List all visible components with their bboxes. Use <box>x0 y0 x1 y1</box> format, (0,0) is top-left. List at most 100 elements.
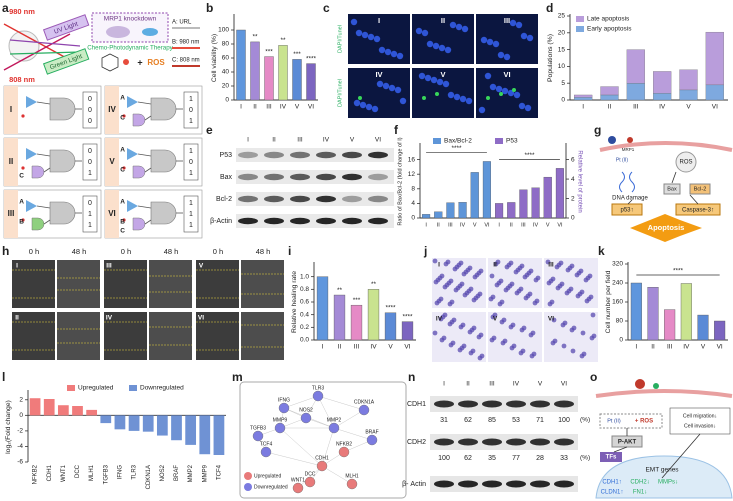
bar <box>482 161 491 219</box>
wire <box>144 167 152 173</box>
scratch-image <box>149 260 192 308</box>
stained-cell <box>508 260 514 266</box>
nucleus <box>361 31 369 39</box>
bar <box>630 282 642 341</box>
nucleus <box>449 21 457 29</box>
micrograph <box>348 68 410 118</box>
nucleus <box>353 99 361 107</box>
lane-label: III <box>489 381 495 388</box>
bar <box>128 415 140 431</box>
legend-label: Early apoptosis <box>587 26 632 33</box>
nucleus <box>365 103 373 111</box>
network-node <box>292 482 304 494</box>
tick-label: 20 <box>558 30 566 37</box>
network-edge <box>265 451 323 467</box>
stained-cell <box>451 317 457 323</box>
network-node <box>346 478 358 490</box>
blot-band <box>530 480 550 488</box>
wire <box>36 101 51 105</box>
significance: **** <box>402 313 413 320</box>
legend-swatch <box>433 138 441 144</box>
laser-beam <box>9 51 81 55</box>
stained-cell <box>511 343 517 349</box>
bar-segment <box>679 89 698 101</box>
x-tick-label: VI <box>712 104 718 111</box>
protein-label: Bax <box>220 174 233 181</box>
legend-label: Upregulated <box>254 473 281 479</box>
tick-label: 60 <box>222 55 230 62</box>
stained-cell <box>561 343 567 349</box>
input-dot <box>122 166 126 170</box>
gate-input: C <box>120 115 125 122</box>
tick-label: 0.0 <box>300 337 309 344</box>
gate-output: 1 <box>189 211 193 218</box>
apoptosis-label: Apoptosis <box>648 223 685 232</box>
drug-box <box>599 413 663 429</box>
drug-particle <box>653 383 659 389</box>
blot-band <box>290 217 310 225</box>
input-triangle <box>127 96 138 108</box>
blot-band <box>458 438 478 446</box>
nucleus <box>518 102 526 110</box>
output-box <box>183 91 199 129</box>
tick-label: 4 <box>411 200 415 207</box>
bar <box>57 405 69 416</box>
input-dot <box>21 114 25 118</box>
stained-cell <box>527 291 533 297</box>
x-tick-label: V <box>295 104 300 111</box>
group-label: II <box>15 315 19 322</box>
bar-segment <box>705 31 724 86</box>
nucleus <box>455 23 463 31</box>
output-box <box>82 91 98 129</box>
bar <box>664 309 676 341</box>
nucleus <box>484 72 492 80</box>
input-triangle <box>127 200 138 212</box>
nucleus <box>495 85 503 93</box>
blot-band <box>530 438 550 446</box>
panel-letter: d <box>546 1 553 15</box>
x-tick-label: VI <box>308 104 314 111</box>
cell-membrane <box>599 141 733 152</box>
x-tick-label: VI <box>484 222 490 228</box>
panel-letter: e <box>206 123 213 137</box>
y-axis-label: Cell viability (%) <box>211 34 218 82</box>
tick-label: 0 <box>19 412 23 419</box>
logic-gate <box>31 165 45 179</box>
knockdown-box <box>91 12 169 43</box>
x-tick-label: V <box>388 344 393 351</box>
output-box <box>183 143 199 181</box>
x-tick-label: V <box>686 104 691 111</box>
pt-label: Pt (II) <box>616 157 629 163</box>
bar <box>213 415 225 455</box>
node-label: CDH1 <box>315 455 329 461</box>
stained-cell <box>528 268 534 274</box>
ros-bubble <box>675 151 697 173</box>
group-label: I <box>378 16 380 25</box>
x-tick-label: III <box>448 222 453 228</box>
bar <box>86 409 98 416</box>
legend-label: Downregulated <box>140 385 184 392</box>
ros-label: ROS <box>147 58 165 67</box>
input-dot <box>21 166 25 170</box>
network-node <box>278 402 290 414</box>
input-dot <box>21 218 25 222</box>
group-label: VI <box>503 70 510 79</box>
bar <box>495 203 504 219</box>
x-tick-label: VI <box>557 222 563 228</box>
gate-input: B <box>19 219 24 226</box>
nucleus <box>509 19 517 27</box>
nucleus <box>396 52 404 60</box>
quantification: 31 <box>440 417 448 424</box>
quantification: 62 <box>464 455 472 462</box>
pakt-label: P-AKT <box>618 440 637 446</box>
key-label: A: URL <box>172 20 192 26</box>
gate-output: 0 <box>88 96 92 103</box>
gate-output: 1 <box>88 222 92 229</box>
bar <box>171 415 182 441</box>
logic-gate <box>150 201 177 225</box>
stained-cell <box>471 325 477 331</box>
output-box <box>183 195 199 233</box>
gate-output: 0 <box>88 200 92 207</box>
gate-output: 1 <box>189 96 193 103</box>
group-label: IV <box>375 70 382 79</box>
